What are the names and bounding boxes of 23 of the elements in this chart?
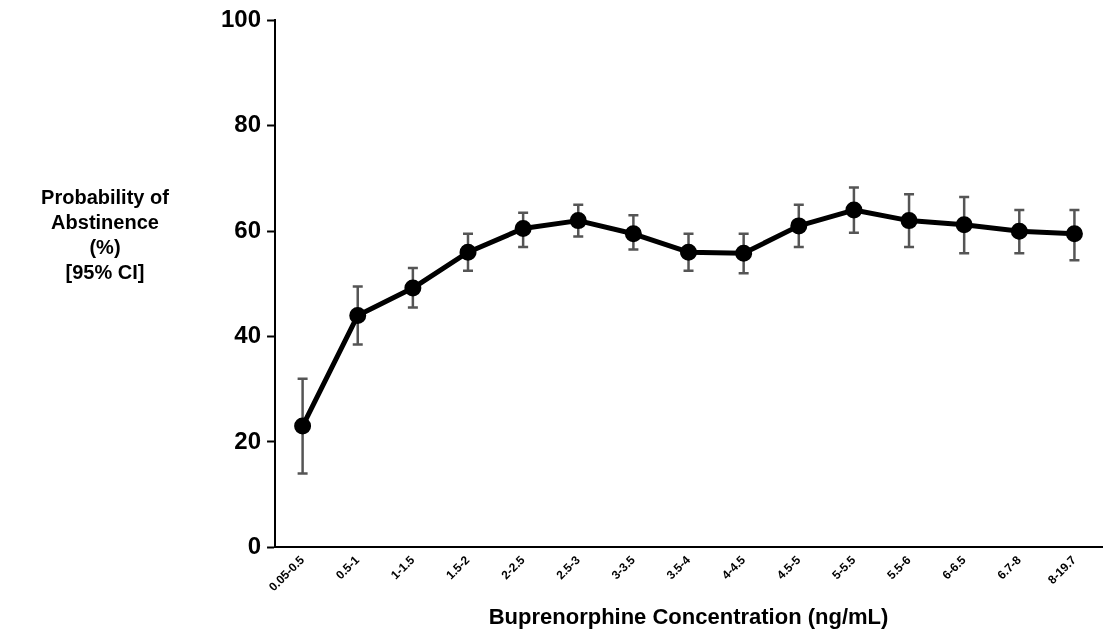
point (680, 243, 698, 261)
y-tick-label: 100 (221, 5, 262, 33)
point (845, 201, 863, 219)
y-tick-label: 20 (234, 426, 262, 454)
point (1010, 222, 1028, 240)
point (735, 244, 753, 262)
y-tick-label: 40 (234, 321, 262, 349)
point (1065, 225, 1083, 243)
x-axis-title: Buprenorphine Concentration (ng/mL) (488, 603, 889, 629)
point (569, 212, 587, 230)
point (955, 216, 973, 234)
point (294, 417, 312, 435)
y-axis-title: Probability of Abstinence (%) [95% CI] (40, 185, 170, 285)
point (514, 220, 532, 238)
point (624, 225, 642, 243)
point (790, 217, 808, 235)
point (459, 243, 477, 261)
point (404, 279, 422, 297)
y-tick-label: 0 (247, 531, 262, 559)
y-tick-label: 80 (234, 110, 262, 138)
point (900, 212, 918, 230)
y-tick-label: 60 (234, 215, 262, 243)
point (349, 306, 367, 324)
